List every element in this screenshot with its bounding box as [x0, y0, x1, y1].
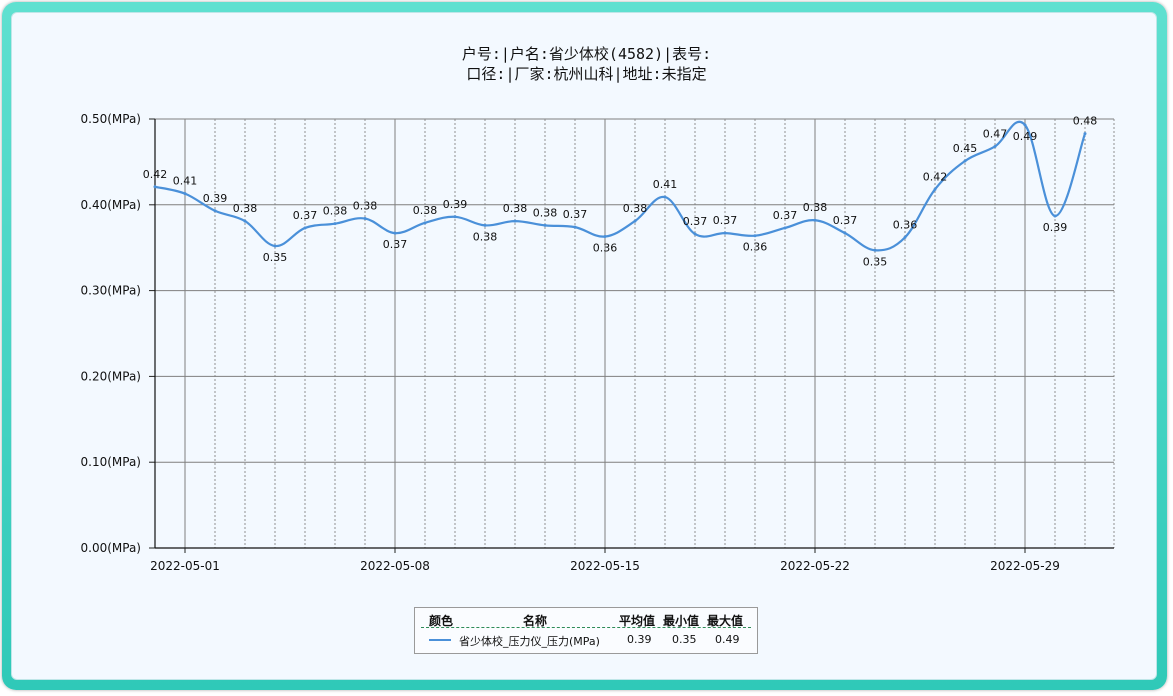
data-point	[1053, 214, 1057, 218]
data-label: 0.38	[413, 204, 438, 217]
data-label: 0.37	[713, 214, 738, 227]
legend-header-avg: 平均值	[619, 614, 656, 628]
data-label: 0.38	[503, 202, 528, 215]
data-point	[933, 187, 937, 191]
data-point	[663, 195, 667, 199]
legend-divider	[421, 627, 751, 628]
x-tick-label: 2022-05-01	[150, 559, 220, 573]
legend-series-min: 0.35	[672, 633, 697, 646]
legend-header-min: 最小值	[663, 614, 700, 628]
data-point	[1023, 123, 1027, 127]
data-label: 0.37	[773, 209, 798, 222]
data-point	[513, 219, 517, 223]
data-point	[693, 232, 697, 236]
data-point	[213, 209, 217, 213]
data-label: 0.36	[593, 242, 618, 255]
legend-header-max: 最大值	[707, 614, 744, 628]
data-point	[633, 219, 637, 223]
data-label: 0.45	[953, 142, 978, 155]
data-point	[723, 231, 727, 235]
data-point	[813, 218, 817, 222]
data-point	[423, 221, 427, 225]
data-point	[333, 222, 337, 226]
data-point	[783, 226, 787, 230]
data-point	[873, 248, 877, 252]
data-point	[393, 231, 397, 235]
data-label: 0.39	[203, 192, 228, 205]
data-point	[573, 225, 577, 229]
data-point	[363, 217, 367, 221]
data-point	[603, 235, 607, 239]
data-point	[993, 144, 997, 148]
data-label: 0.35	[863, 255, 888, 268]
data-point	[273, 244, 277, 248]
data-label: 0.36	[743, 241, 768, 254]
data-point	[153, 185, 157, 189]
data-point	[183, 192, 187, 196]
legend-series-name: 省少体校_压力仪_压力(MPa)	[459, 635, 600, 648]
data-label: 0.41	[173, 175, 198, 188]
data-point	[303, 226, 307, 230]
series-line	[154, 120, 1087, 252]
data-point	[753, 234, 757, 238]
data-label: 0.49	[1013, 130, 1038, 143]
data-label: 0.36	[893, 218, 918, 231]
data-point	[963, 159, 967, 163]
data-label: 0.38	[323, 205, 348, 218]
data-label: 0.42	[923, 170, 948, 183]
y-tick-label: 0.20(MPa)	[81, 369, 142, 383]
chart-title-line1: 户号:|户名:省少体校(4582)|表号:	[461, 45, 712, 63]
legend-series-avg: 0.39	[627, 633, 652, 646]
data-label: 0.38	[353, 200, 378, 213]
x-tick-label: 2022-05-29	[990, 559, 1060, 573]
y-tick-label: 0.30(MPa)	[81, 284, 142, 298]
data-label: 0.39	[1043, 221, 1068, 234]
y-tick-label: 0.10(MPa)	[81, 455, 142, 469]
legend-header-name: 名称	[523, 614, 548, 628]
data-label: 0.38	[533, 206, 558, 219]
data-point	[543, 223, 547, 227]
data-point	[453, 215, 457, 219]
data-label: 0.37	[383, 238, 408, 251]
y-tick-label: 0.00(MPa)	[81, 541, 142, 555]
data-label: 0.38	[233, 202, 258, 215]
chart-panel	[11, 12, 1157, 680]
legend-series-max: 0.49	[715, 633, 740, 646]
legend-series-swatch	[429, 639, 451, 641]
data-point	[243, 219, 247, 223]
data-label: 0.38	[473, 230, 498, 243]
data-label: 0.37	[563, 208, 588, 221]
data-point	[1083, 132, 1087, 136]
data-point	[843, 231, 847, 235]
x-tick-label: 2022-05-22	[780, 559, 850, 573]
data-label: 0.39	[443, 198, 468, 211]
data-label: 0.38	[623, 202, 648, 215]
data-point	[903, 235, 907, 239]
data-label: 0.37	[683, 215, 708, 228]
data-label: 0.37	[293, 209, 318, 222]
data-label: 0.37	[833, 214, 858, 227]
chart-legend: 颜色 名称 平均值 最小值 最大值 省少体校_压力仪_压力(MPa) 0.39 …	[414, 607, 758, 654]
data-label: 0.38	[803, 201, 828, 214]
data-label: 0.48	[1073, 115, 1098, 128]
data-label: 0.42	[143, 168, 168, 181]
y-tick-label: 0.50(MPa)	[81, 112, 142, 126]
y-tick-label: 0.40(MPa)	[81, 198, 142, 212]
data-point	[483, 223, 487, 227]
data-label: 0.41	[653, 178, 678, 191]
x-tick-label: 2022-05-08	[360, 559, 430, 573]
data-label: 0.47	[983, 127, 1008, 140]
legend-header-color: 颜色	[429, 614, 454, 628]
data-label: 0.35	[263, 251, 288, 264]
chart-title-line2: 口径:|厂家:杭州山科|地址:未指定	[466, 65, 707, 83]
x-tick-label: 2022-05-15	[570, 559, 640, 573]
